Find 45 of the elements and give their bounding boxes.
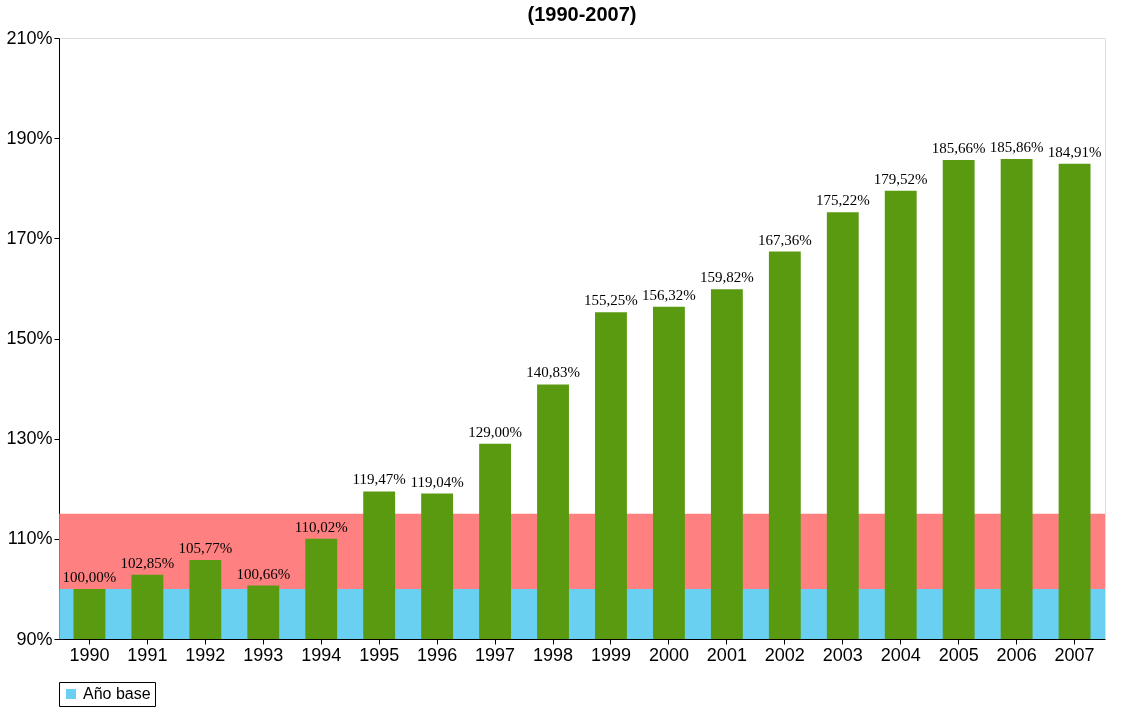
y-tick-label: 110% [7,528,53,549]
x-tick-label: 2005 [938,644,979,665]
legend-label: Año base [83,685,151,702]
x-tick-label: 2000 [648,644,689,665]
x-tick-label: 2006 [996,644,1037,665]
x-tick-label: 1995 [359,644,400,665]
data-label: 159,82% [700,269,754,286]
data-label: 175,22% [815,192,870,209]
data-label: 140,83% [526,364,580,381]
data-label: 119,47% [352,471,406,488]
data-label: 167,36% [757,231,812,248]
data-label: 110,02% [294,518,348,535]
data-label: 185,66% [931,139,986,156]
x-tick-label: 2001 [706,644,747,665]
x-tick-label: 1996 [417,644,458,665]
data-label: 105,77% [178,540,233,557]
x-tick-label: 1999 [590,644,631,665]
x-tick-label: 1998 [533,644,574,665]
y-tick-label: 170% [6,227,53,248]
data-label: 155,25% [584,292,638,309]
x-tick-label: 1997 [475,644,516,665]
x-tick-label: 1992 [185,644,226,665]
y-tick-label: 130% [6,428,53,449]
y-tick-label: 150% [6,328,53,348]
chart-title: (1990-2007) [527,3,637,25]
y-tick-label: 210% [6,27,53,48]
x-tick-label: 2002 [764,644,805,665]
data-label: 102,85% [120,554,175,571]
data-label: 179,52% [873,170,928,187]
data-label: 184,91% [1047,143,1102,160]
data-label: 156,32% [642,286,696,303]
x-tick-label: 1990 [69,644,110,665]
data-label: 119,04% [410,473,464,490]
data-label: 100,66% [236,565,291,582]
x-tick-label: 2007 [1054,644,1095,665]
y-tick-label: 90% [16,628,53,649]
x-tick-label: 2004 [880,644,921,665]
x-tick-label: 2003 [822,644,863,665]
x-tick-label: 1994 [301,644,342,665]
data-label: 100,00% [62,568,117,585]
x-tick-label: 1991 [127,644,168,665]
data-label: 129,00% [468,423,522,440]
y-tick-label: 190% [6,127,53,148]
x-tick-label: 1993 [243,644,284,665]
data-label: 185,86% [989,138,1044,155]
